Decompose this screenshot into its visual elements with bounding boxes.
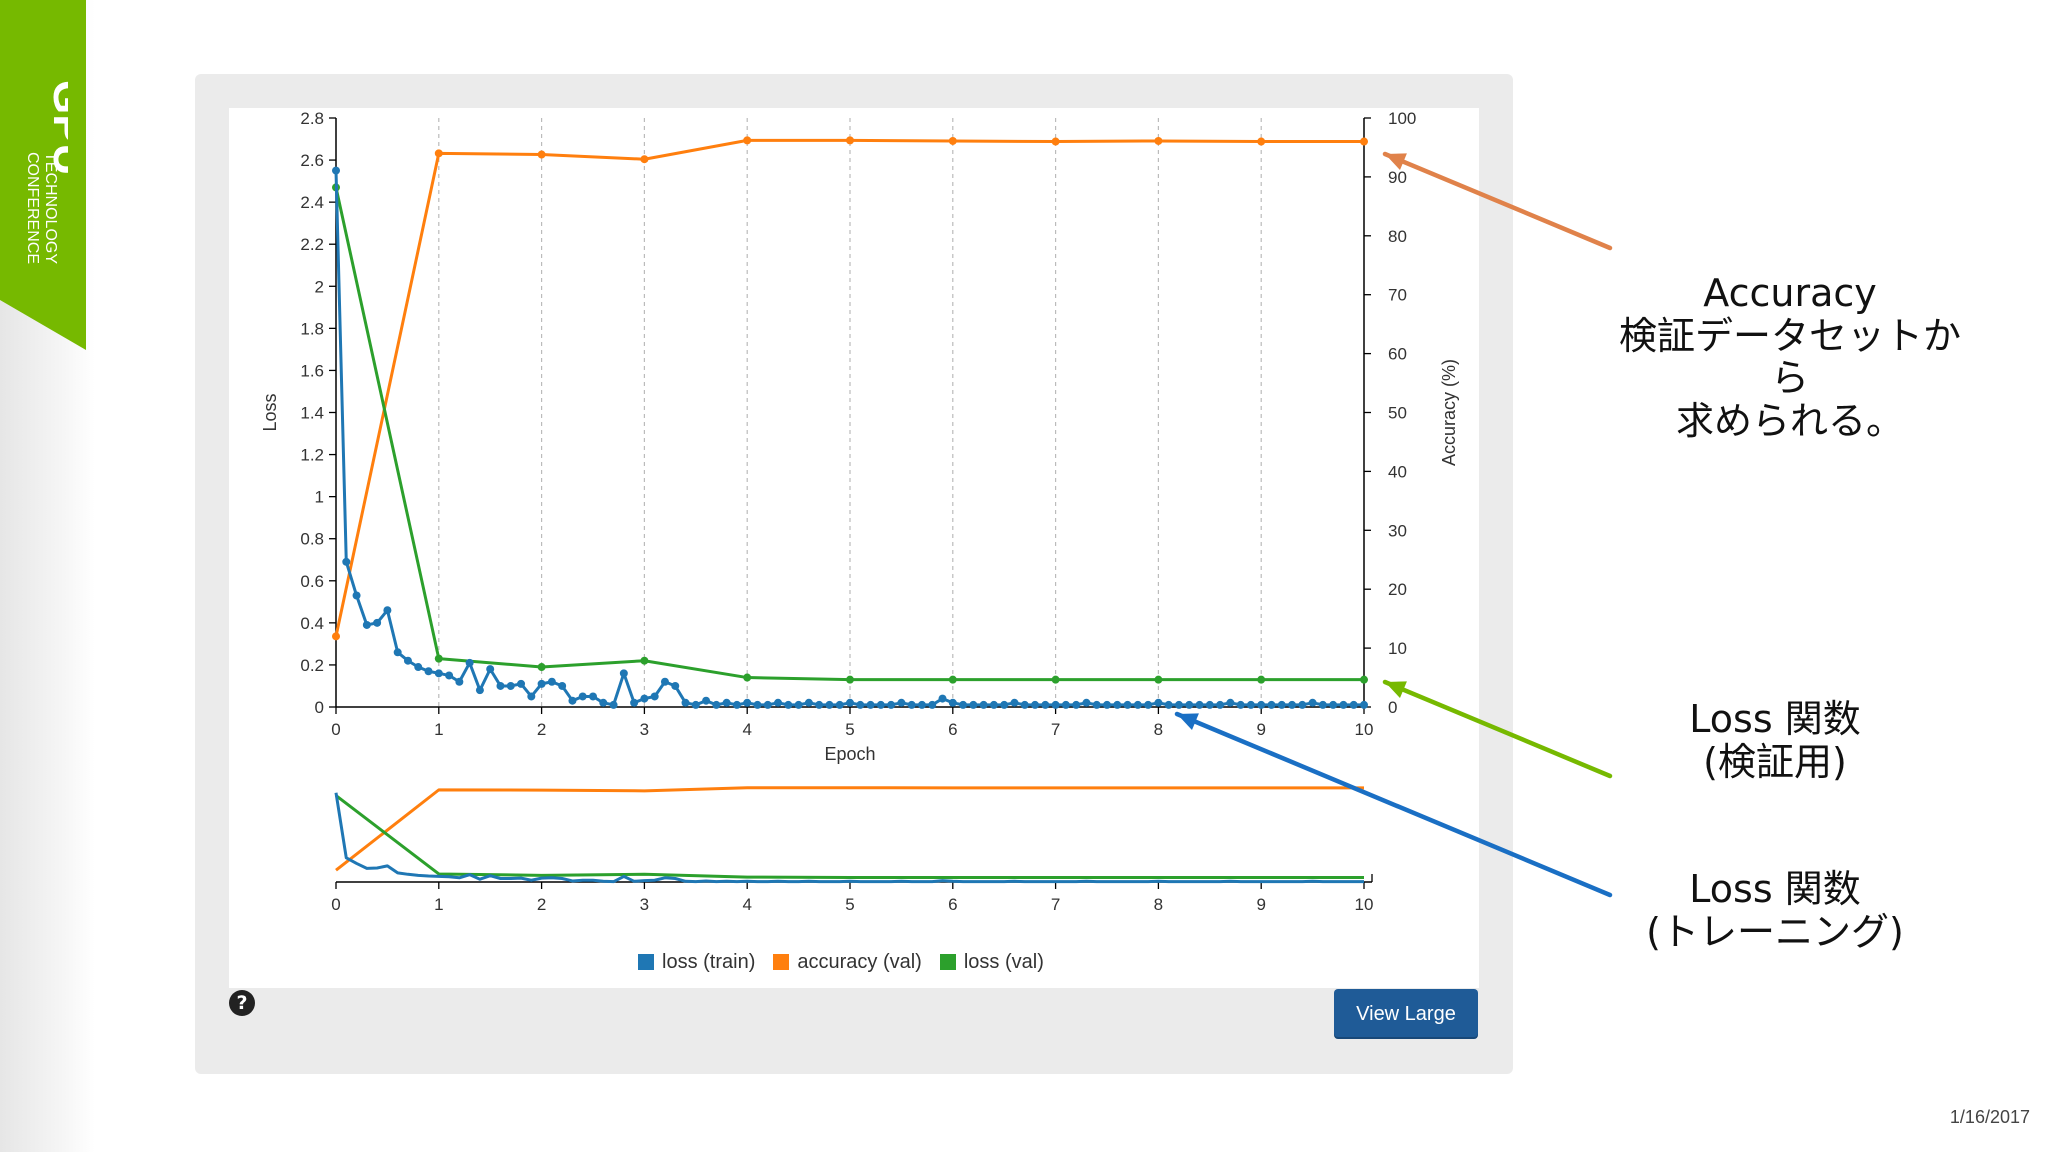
annotation-accuracy: Accuracy 検証データセットから 求められる。: [1610, 272, 1970, 442]
brand-line-1: TECHNOLOGY: [42, 152, 59, 264]
brand-wordmark: GPU TECHNOLOGY CONFERENCE: [24, 80, 68, 264]
annotation-loss-val-line-2: (検証用): [1703, 739, 1847, 784]
question-circle-icon[interactable]: ?: [229, 990, 255, 1016]
legend-item-loss-val[interactable]: loss (val): [939, 950, 1044, 974]
annotation-accuracy-line-1: Accuracy: [1703, 271, 1877, 315]
annotation-loss-train: Loss 関数 (トレーニング): [1640, 868, 1910, 953]
annotation-loss-train-line-2: (トレーニング): [1646, 909, 1904, 954]
legend-swatch-loss-val: [939, 954, 956, 970]
brand-tab-shape: [0, 0, 86, 350]
brand-line-2: CONFERENCE: [24, 152, 41, 264]
brand-logo-tab: [0, 0, 86, 350]
annotation-loss-val: Loss 関数 (検証用): [1640, 698, 1910, 783]
legend-label-loss-val: loss (val): [963, 950, 1044, 973]
slide-date: 1/16/2017: [1949, 1107, 2030, 1127]
legend-item-accuracy-val[interactable]: accuracy (val): [773, 950, 922, 974]
annotation-accuracy-line-3: 求められる。: [1675, 398, 1904, 443]
legend-swatch-loss-train: [638, 954, 654, 970]
annotation-accuracy-line-2: 検証データセットから: [1618, 313, 1961, 401]
chart-legend: loss (train) accuracy (val) loss (val): [638, 948, 1044, 976]
view-large-button[interactable]: View Large: [1334, 989, 1478, 1039]
chart-area: [229, 108, 1479, 988]
annotation-loss-train-line-1: Loss 関数: [1689, 867, 1861, 911]
legend-label-accuracy-val: accuracy (val): [797, 950, 922, 973]
legend-label-loss-train: loss (train): [662, 950, 756, 973]
legend-swatch-accuracy-val: [773, 954, 790, 970]
brand-gpu: GPU: [44, 80, 68, 175]
legend-item-loss-train[interactable]: loss (train): [638, 951, 755, 974]
annotation-loss-val-line-1: Loss 関数: [1689, 697, 1861, 741]
